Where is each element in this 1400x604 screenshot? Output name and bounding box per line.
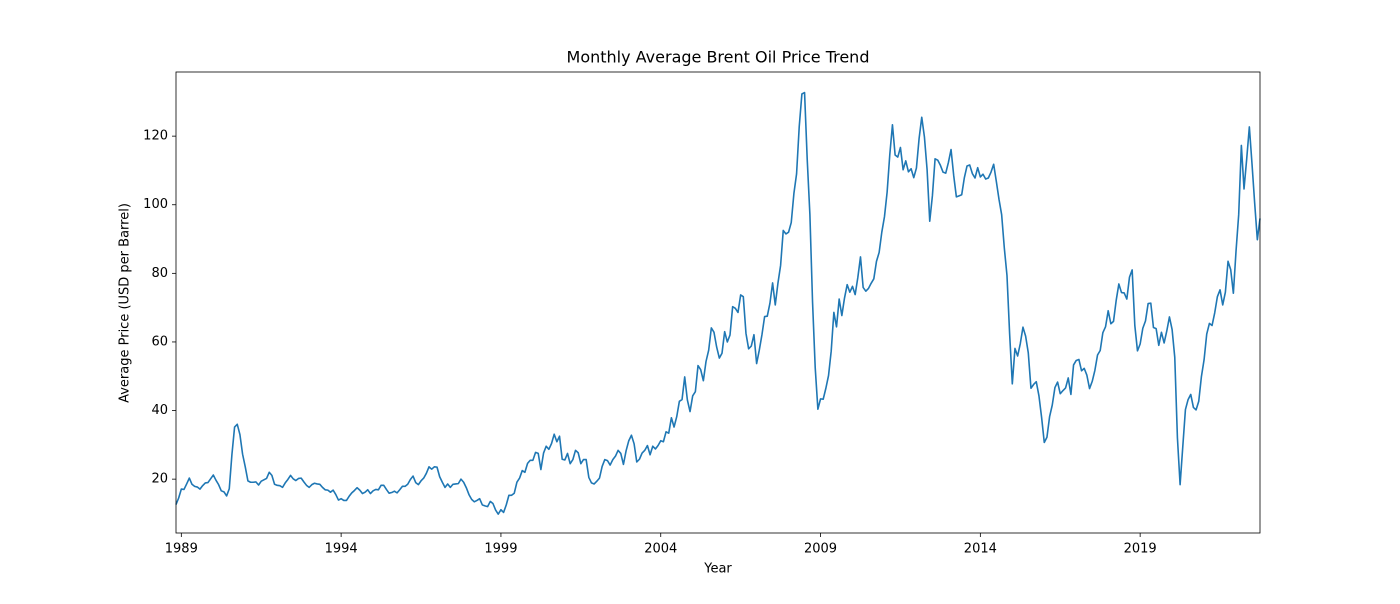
- x-axis-label: Year: [703, 562, 732, 577]
- x-tick-label: 2019: [1124, 542, 1157, 557]
- y-tick-label: 80: [151, 266, 168, 281]
- x-tick-label: 1994: [325, 542, 358, 557]
- y-tick-label: 120: [143, 129, 168, 144]
- chart-title: Monthly Average Brent Oil Price Trend: [567, 48, 870, 67]
- plot-frame: [175, 71, 1261, 534]
- y-tick-label: 100: [143, 197, 168, 212]
- y-axis-label: Average Price (USD per Barrel): [118, 203, 133, 403]
- y-tick-label: 40: [151, 403, 168, 418]
- x-tick-label: 2014: [964, 542, 997, 557]
- x-tick-label: 1989: [165, 542, 198, 557]
- x-tick-label: 2004: [644, 542, 677, 557]
- y-tick-label: 20: [151, 472, 168, 487]
- data-line: [175, 91, 1261, 515]
- y-tick-label: 60: [151, 334, 168, 349]
- x-tick-label: 2009: [804, 542, 837, 557]
- x-tick-label: 1999: [484, 542, 517, 557]
